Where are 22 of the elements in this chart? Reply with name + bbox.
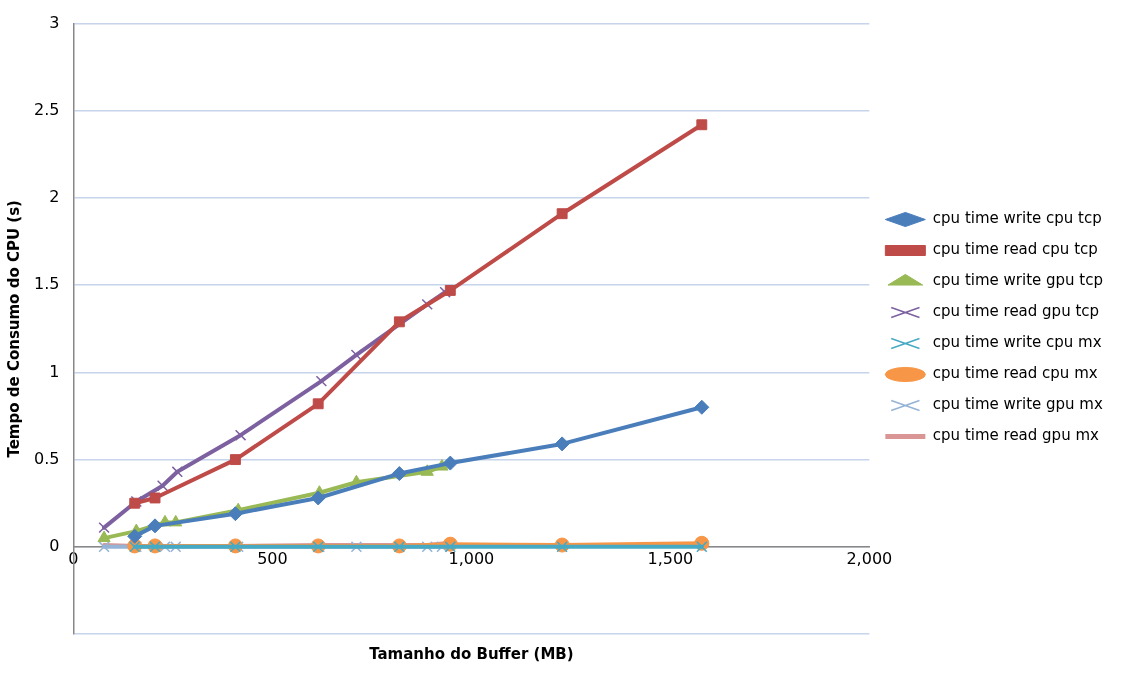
x-tick-label: 1,000: [448, 548, 495, 568]
y-tick-label: 1.5: [33, 274, 60, 294]
legend-label: cpu time write gpu mx: [932, 395, 1103, 414]
x-tick-label: 1,500: [647, 548, 694, 568]
legend-label: cpu time read gpu tcp: [932, 302, 1100, 321]
x-tick-label: 2,000: [846, 548, 893, 568]
y-tick-label: 1: [49, 361, 60, 381]
y-tick-label: 2: [49, 187, 60, 207]
y-tick-label: 3: [49, 12, 60, 32]
legend-label: cpu time read cpu mx: [932, 364, 1098, 383]
legend-label: cpu time read cpu tcp: [932, 240, 1098, 259]
y-axis-title: Tempo de Consumo do CPU (s): [5, 200, 24, 458]
y-tick-label: 0: [49, 535, 60, 555]
y-tick-label: 0.5: [33, 448, 60, 468]
legend-label: cpu time write cpu mx: [932, 333, 1102, 352]
x-tick-label: 500: [257, 548, 288, 568]
legend-label: cpu time write gpu tcp: [932, 271, 1104, 290]
legend-label: cpu time read gpu mx: [932, 426, 1100, 445]
legend-label: cpu time write cpu tcp: [932, 209, 1102, 228]
y-tick-label: 2.5: [33, 99, 60, 119]
x-axis-title: Tamanho do Buffer (MB): [369, 645, 574, 664]
x-tick-label: 0: [68, 548, 79, 568]
